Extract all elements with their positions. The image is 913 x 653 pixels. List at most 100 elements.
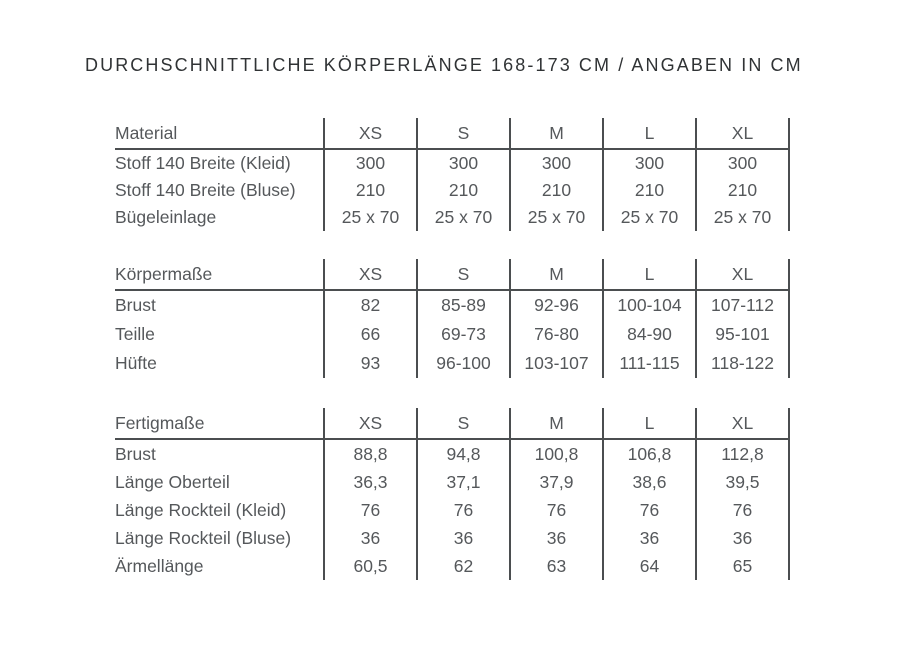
value-cell: 60,5 (323, 552, 417, 580)
size-col-header-m: M (509, 259, 603, 291)
page-title: DURCHSCHNITTLICHE KÖRPERLÄNGE 168-173 CM… (85, 55, 803, 75)
value-cell: 76 (602, 496, 696, 524)
material-table: Material XS S M L XL Stoff 140 Breite (K… (115, 118, 790, 231)
size-tables: Material XS S M L XL Stoff 140 Breite (K… (115, 118, 790, 580)
value-cell: 93 (323, 349, 417, 378)
table-row: Länge Oberteil 36,3 37,1 37,9 38,6 39,5 (115, 468, 790, 496)
row-label: Bügeleinlage (115, 207, 217, 227)
size-col-header-l: L (602, 118, 696, 150)
row-label: Ärmellänge (115, 555, 204, 576)
value-cell: 85-89 (416, 290, 510, 320)
value-cell: 96-100 (416, 349, 510, 378)
value-cell: 69-73 (416, 320, 510, 349)
table-row: Ärmellänge 60,5 62 63 64 65 (115, 552, 790, 580)
size-col-header-s: S (416, 259, 510, 291)
value-cell: 100,8 (509, 439, 603, 468)
value-cell: 76 (695, 496, 790, 524)
value-cell: 63 (509, 552, 603, 580)
value-cell: 36 (602, 524, 696, 552)
koerpermasse-table: Körpermaße XS S M L XL Brust 82 85-89 92… (115, 259, 790, 378)
value-cell: 103-107 (509, 349, 603, 378)
table-section-header: Material (115, 118, 324, 150)
fertigmasse-table: Fertigmaße XS S M L XL Brust 88,8 94,8 1… (115, 408, 790, 580)
value-cell: 76 (509, 496, 603, 524)
row-label: Hüfte (115, 353, 157, 373)
value-cell: 107-112 (695, 290, 790, 320)
table-header-row: Material XS S M L XL (115, 118, 790, 150)
row-label: Stoff 140 Breite (Bluse) (115, 180, 296, 200)
value-cell: 36 (695, 524, 790, 552)
value-cell: 36 (509, 524, 603, 552)
value-cell: 64 (602, 552, 696, 580)
size-col-header-xs: XS (323, 118, 417, 150)
size-col-header-xl: XL (695, 118, 790, 150)
value-cell: 76 (323, 496, 417, 524)
value-cell: 88,8 (323, 439, 417, 468)
value-cell: 25 x 70 (602, 204, 696, 231)
table-header-row: Fertigmaße XS S M L XL (115, 408, 790, 440)
value-cell: 210 (323, 177, 417, 204)
value-cell: 37,9 (509, 468, 603, 496)
row-label: Länge Oberteil (115, 471, 230, 492)
value-cell: 300 (695, 149, 790, 177)
table-header-row: Körpermaße XS S M L XL (115, 259, 790, 291)
table-row: Hüfte 93 96-100 103-107 111-115 118-122 (115, 349, 790, 378)
value-cell: 300 (323, 149, 417, 177)
value-cell: 76 (416, 496, 510, 524)
value-cell: 66 (323, 320, 417, 349)
value-cell: 300 (416, 149, 510, 177)
value-cell: 210 (602, 177, 696, 204)
row-label: Brust (115, 443, 156, 464)
table-section-header: Körpermaße (115, 259, 324, 291)
value-cell: 94,8 (416, 439, 510, 468)
value-cell: 92-96 (509, 290, 603, 320)
table-row: Länge Rockteil (Kleid) 76 76 76 76 76 (115, 496, 790, 524)
row-label: Länge Rockteil (Kleid) (115, 499, 287, 520)
size-col-header-xl: XL (695, 408, 790, 440)
value-cell: 39,5 (695, 468, 790, 496)
table-row: Stoff 140 Breite (Bluse) 210 210 210 210… (115, 177, 790, 204)
value-cell: 82 (323, 290, 417, 320)
value-cell: 37,1 (416, 468, 510, 496)
value-cell: 36,3 (323, 468, 417, 496)
value-cell: 95-101 (695, 320, 790, 349)
value-cell: 65 (695, 552, 790, 580)
row-label: Teille (115, 324, 155, 344)
value-cell: 36 (416, 524, 510, 552)
value-cell: 112,8 (695, 439, 790, 468)
table-row: Brust 88,8 94,8 100,8 106,8 112,8 (115, 439, 790, 468)
row-label: Stoff 140 Breite (Kleid) (115, 153, 291, 173)
size-col-header-xl: XL (695, 259, 790, 291)
value-cell: 76-80 (509, 320, 603, 349)
table-row: Länge Rockteil (Bluse) 36 36 36 36 36 (115, 524, 790, 552)
value-cell: 36 (323, 524, 417, 552)
value-cell: 25 x 70 (695, 204, 790, 231)
size-col-header-l: L (602, 408, 696, 440)
size-col-header-xs: XS (323, 259, 417, 291)
table-row: Bügeleinlage 25 x 70 25 x 70 25 x 70 25 … (115, 204, 790, 231)
size-col-header-xs: XS (323, 408, 417, 440)
table-section-header: Fertigmaße (115, 408, 324, 440)
size-col-header-m: M (509, 408, 603, 440)
size-col-header-s: S (416, 118, 510, 150)
table-row: Stoff 140 Breite (Kleid) 300 300 300 300… (115, 149, 790, 177)
value-cell: 38,6 (602, 468, 696, 496)
size-col-header-m: M (509, 118, 603, 150)
row-label: Brust (115, 295, 156, 315)
value-cell: 25 x 70 (416, 204, 510, 231)
row-label: Länge Rockteil (Bluse) (115, 527, 292, 548)
value-cell: 84-90 (602, 320, 696, 349)
table-row: Brust 82 85-89 92-96 100-104 107-112 (115, 290, 790, 320)
value-cell: 118-122 (695, 349, 790, 378)
value-cell: 106,8 (602, 439, 696, 468)
value-cell: 210 (509, 177, 603, 204)
value-cell: 300 (509, 149, 603, 177)
value-cell: 111-115 (602, 349, 696, 378)
size-col-header-l: L (602, 259, 696, 291)
table-row: Teille 66 69-73 76-80 84-90 95-101 (115, 320, 790, 349)
size-col-header-s: S (416, 408, 510, 440)
value-cell: 210 (416, 177, 510, 204)
value-cell: 25 x 70 (509, 204, 603, 231)
value-cell: 25 x 70 (323, 204, 417, 231)
